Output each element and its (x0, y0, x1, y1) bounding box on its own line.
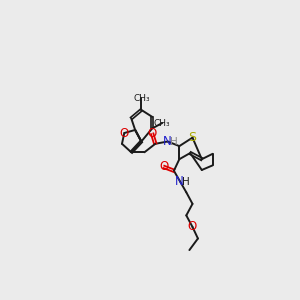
Text: CH₃: CH₃ (133, 94, 150, 103)
Text: N: N (175, 175, 184, 188)
Text: O: O (120, 127, 129, 140)
Text: CH₃: CH₃ (154, 118, 171, 127)
Text: O: O (159, 160, 169, 173)
Text: H: H (182, 176, 190, 187)
Text: N: N (163, 135, 171, 148)
Text: S: S (188, 131, 196, 144)
Text: O: O (188, 220, 197, 233)
Text: O: O (148, 127, 157, 140)
Text: H: H (170, 137, 178, 147)
